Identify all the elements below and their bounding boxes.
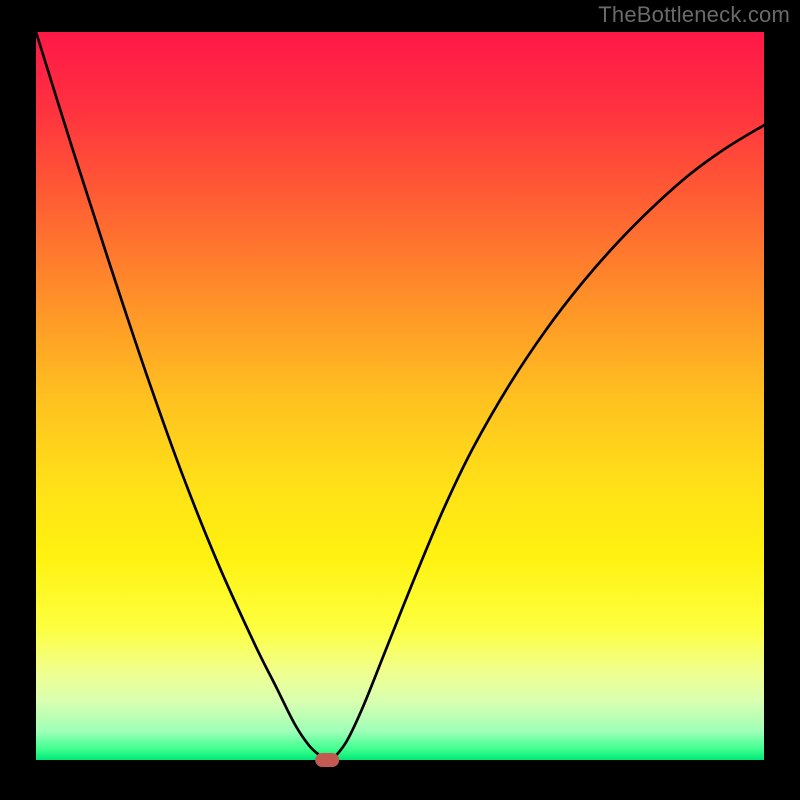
optimum-marker xyxy=(315,753,339,767)
plot-background xyxy=(36,32,764,760)
watermark-text: TheBottleneck.com xyxy=(598,2,790,28)
chart-container: { "watermark": "TheBottleneck.com", "cha… xyxy=(0,0,800,800)
bottleneck-chart xyxy=(0,0,800,800)
